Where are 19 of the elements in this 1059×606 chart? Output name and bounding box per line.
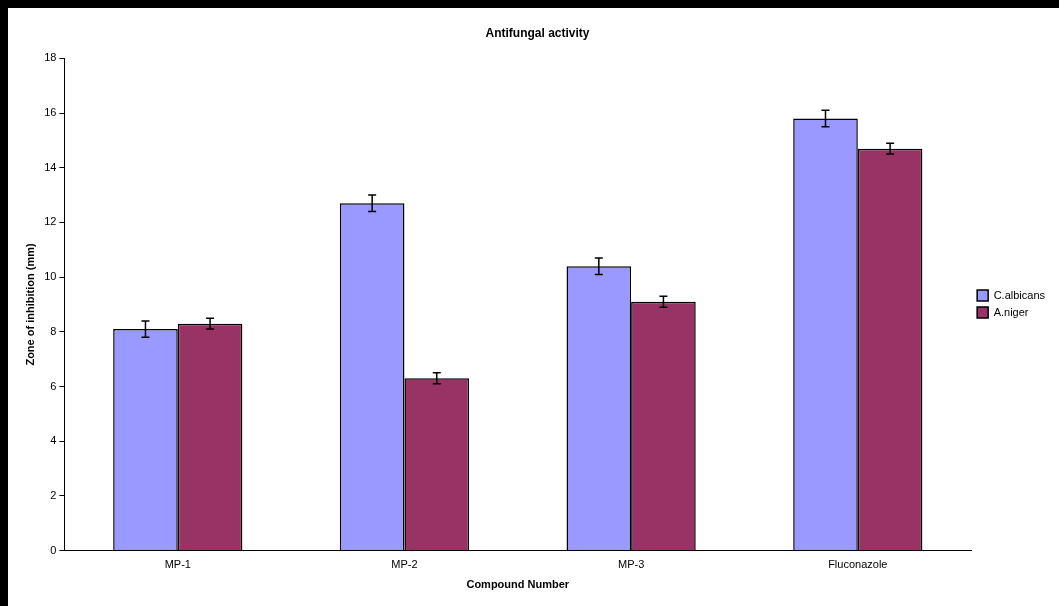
y-tick-label: 2 <box>50 488 57 501</box>
y-tick-label: 6 <box>50 379 57 392</box>
x-axis-title: Compound Number <box>466 578 570 591</box>
y-tick-label: 8 <box>50 324 57 337</box>
legend-label: A.niger <box>993 305 1029 318</box>
chart-title: Antifungal activity <box>485 25 590 40</box>
x-tick-label: MP-2 <box>391 558 418 571</box>
x-tick-label: MP-3 <box>617 558 645 571</box>
y-tick-label: 14 <box>44 160 57 173</box>
x-tick-label: MP-1 <box>164 558 191 571</box>
y-tick-label: 12 <box>44 215 57 228</box>
legend-label: C.albicans <box>993 288 1046 301</box>
y-tick-label: 10 <box>44 270 57 283</box>
y-tick-label: 16 <box>44 106 57 119</box>
x-tick-label: Fluconazole <box>828 558 888 571</box>
y-tick-label: 4 <box>50 434 57 447</box>
y-tick-label: 0 <box>50 543 57 556</box>
y-tick-label: 18 <box>44 51 57 64</box>
y-axis-title: Zone of inhibition (mm) <box>23 243 36 366</box>
